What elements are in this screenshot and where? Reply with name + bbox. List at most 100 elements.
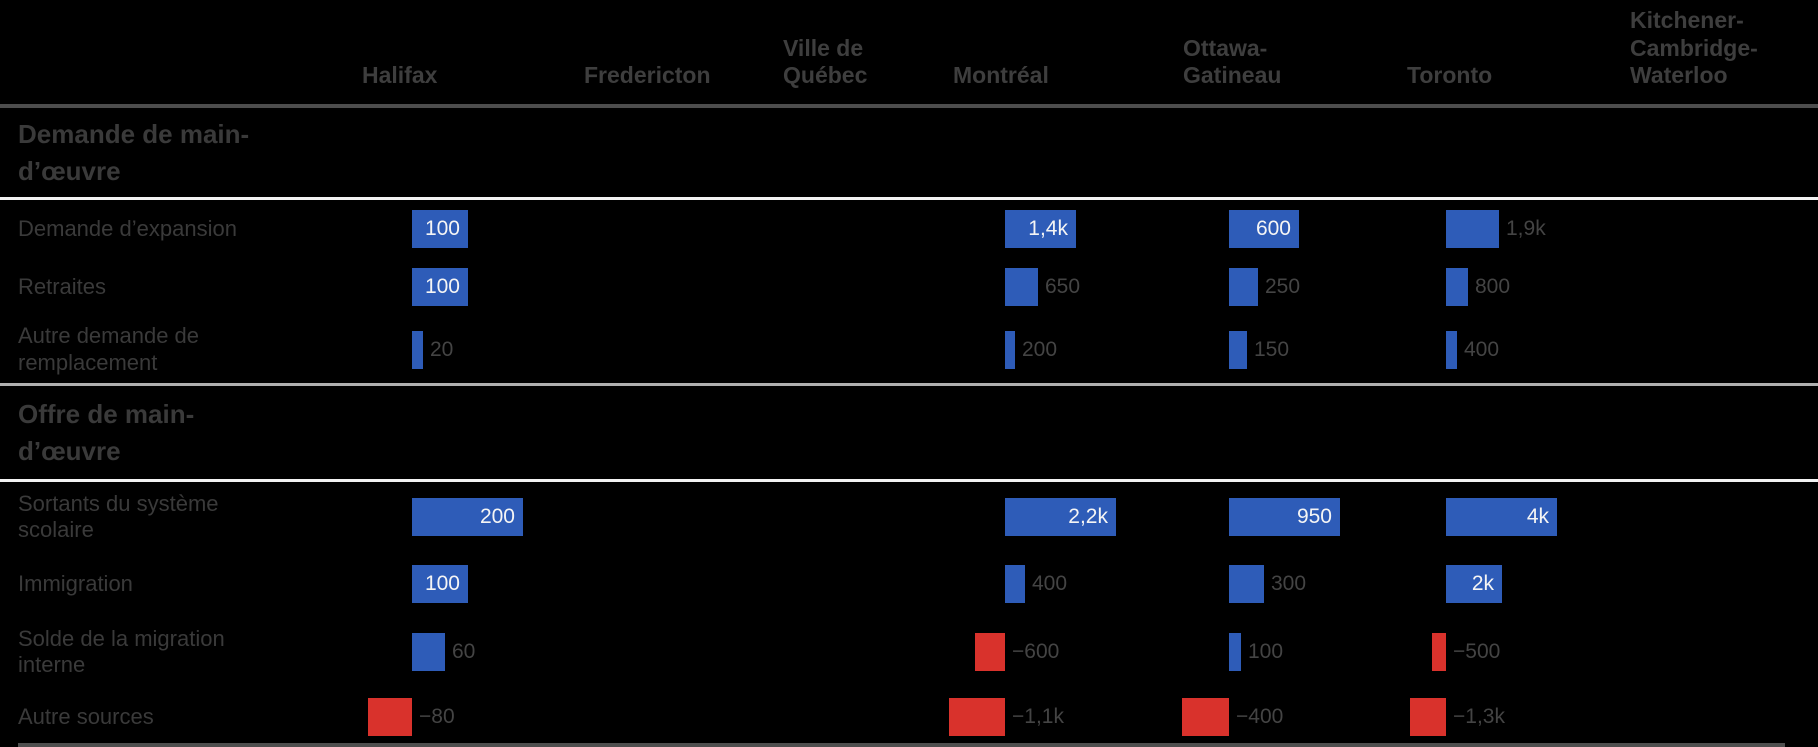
- cell: [1630, 616, 1785, 688]
- bar-value-label: 60: [452, 640, 476, 663]
- negative-bar: [975, 633, 1005, 671]
- cell: [783, 616, 953, 688]
- cell: [783, 482, 953, 552]
- section-header-row: Offre de main- d’œuvre: [0, 383, 1818, 482]
- cell: [783, 688, 953, 746]
- positive-bar: [1229, 268, 1258, 306]
- cell: [584, 688, 783, 746]
- positive-bar: [412, 633, 445, 671]
- cell: −1,1k: [949, 688, 1183, 746]
- column-header-kitchener-cambridge-waterloo: Kitchener- Cambridge- Waterloo: [1630, 7, 1758, 89]
- cell: [783, 258, 953, 316]
- bar-value-label: −1,3k: [1453, 705, 1505, 728]
- cell: 800: [1407, 258, 1630, 316]
- positive-bar: 200: [412, 498, 523, 536]
- row-label: Demande d’expansion: [18, 215, 237, 241]
- column-header-fredericton: Fredericton: [584, 62, 711, 89]
- cell: 20: [362, 316, 584, 383]
- positive-bar: [1446, 268, 1468, 306]
- positive-bar: [1229, 330, 1247, 369]
- bar-value-label: 300: [1271, 572, 1307, 595]
- row-label: Retraites: [18, 273, 107, 299]
- cell: [584, 552, 783, 616]
- cell: 1,4k: [953, 200, 1183, 258]
- cell: 100: [362, 200, 584, 258]
- negative-bar: [1432, 633, 1446, 671]
- cell: −400: [1182, 688, 1407, 746]
- row-label: Immigration: [18, 570, 133, 596]
- cell: 100: [1183, 616, 1407, 688]
- cell: 100: [362, 552, 584, 616]
- positive-bar: 100: [412, 565, 468, 603]
- table-row: Immigration 100 400 300 2k: [0, 552, 1818, 616]
- positive-bar: 4k: [1446, 498, 1557, 536]
- cell: 1,9k: [1407, 200, 1630, 258]
- cell: [1630, 552, 1785, 616]
- cell: 200: [362, 482, 584, 552]
- cell: 650: [953, 258, 1183, 316]
- cell: [1630, 200, 1785, 258]
- bar-value-label: 250: [1265, 275, 1301, 298]
- cell: 2,2k: [953, 482, 1183, 552]
- bar-value-label: 100: [424, 275, 460, 298]
- positive-bar: [1229, 633, 1241, 671]
- positive-bar: 100: [412, 210, 468, 248]
- cell: [584, 200, 783, 258]
- cell: 250: [1183, 258, 1407, 316]
- positive-bar: 1,4k: [1005, 210, 1076, 248]
- table-row: Solde de la migration interne 60 −600 100 −5…: [0, 616, 1818, 688]
- section-title: Demande de main- d’œuvre: [18, 119, 250, 186]
- cell: [1630, 688, 1785, 746]
- bar-value-label: 2,2k: [1068, 505, 1108, 528]
- cell: 300: [1183, 552, 1407, 616]
- cell: [783, 316, 953, 383]
- cell: 400: [953, 552, 1183, 616]
- positive-bar: 2,2k: [1005, 498, 1116, 536]
- positive-bar: 950: [1229, 498, 1340, 536]
- positive-bar: [1005, 330, 1015, 369]
- bar-value-label: 1,9k: [1506, 217, 1546, 240]
- table-row: Demande d’expansion 100 1,4k 600 1,9k: [0, 200, 1818, 258]
- column-header-row: Halifax Fredericton Ville de Québec Mont…: [0, 0, 1818, 108]
- table-row: Autre demande de remplacement 20 200 150 400: [0, 316, 1818, 383]
- positive-bar: 2k: [1446, 565, 1502, 603]
- bar-value-label: 2k: [1471, 572, 1494, 595]
- column-header-ottawa-gatineau: Ottawa- Gatineau: [1183, 34, 1282, 89]
- cell: −80: [362, 688, 584, 746]
- section-title: Offre de main- d’œuvre: [18, 399, 195, 466]
- negative-bar: [1182, 698, 1229, 736]
- bar-value-label: 200: [479, 505, 515, 528]
- negative-bar: [949, 698, 1005, 736]
- cell: [783, 552, 953, 616]
- positive-bar: [1446, 210, 1499, 248]
- negative-bar: [1410, 698, 1446, 736]
- row-label: Autre sources: [18, 703, 154, 729]
- cell: [1630, 316, 1785, 383]
- positive-bar: [1005, 268, 1038, 306]
- cell: [1630, 482, 1785, 552]
- bar-value-label: 650: [1045, 275, 1081, 298]
- cell: [783, 200, 953, 258]
- cell: 100: [362, 258, 584, 316]
- bottom-rule: [18, 743, 1785, 747]
- positive-bar: 100: [412, 268, 468, 306]
- bar-value-label: 100: [424, 217, 460, 240]
- bar-value-label: 600: [1255, 217, 1291, 240]
- cell: [584, 482, 783, 552]
- row-label: Solde de la migration interne: [18, 625, 225, 677]
- column-header-montreal: Montréal: [953, 62, 1049, 89]
- cell: [1630, 258, 1785, 316]
- cell: 600: [1183, 200, 1407, 258]
- cell: −1,3k: [1407, 688, 1630, 746]
- bar-value-label: 20: [430, 337, 454, 361]
- positive-bar: [1005, 565, 1025, 603]
- bar-value-label: 400: [1464, 337, 1500, 361]
- bar-value-label: 4k: [1526, 505, 1549, 528]
- row-label: Sortants du système scolaire: [18, 490, 219, 542]
- positive-bar: [1229, 565, 1264, 603]
- cell: 60: [362, 616, 584, 688]
- cell: [584, 616, 783, 688]
- bar-value-label: 1,4k: [1028, 217, 1068, 240]
- cell: [584, 258, 783, 316]
- bar-value-label: −80: [419, 705, 455, 728]
